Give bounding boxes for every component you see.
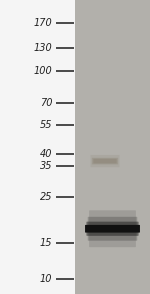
- Text: 100: 100: [34, 66, 52, 76]
- Text: 70: 70: [40, 98, 52, 108]
- Text: 40: 40: [40, 149, 52, 159]
- FancyBboxPatch shape: [88, 217, 137, 241]
- Text: 170: 170: [34, 18, 52, 28]
- Text: 25: 25: [40, 191, 52, 201]
- FancyBboxPatch shape: [92, 158, 118, 164]
- Bar: [75, 0, 150, 294]
- Text: 15: 15: [40, 238, 52, 248]
- Text: 55: 55: [40, 120, 52, 130]
- Text: 10: 10: [40, 274, 52, 284]
- Text: 35: 35: [40, 161, 52, 171]
- FancyBboxPatch shape: [90, 155, 120, 167]
- Text: 130: 130: [34, 43, 52, 53]
- FancyBboxPatch shape: [89, 210, 136, 247]
- FancyBboxPatch shape: [93, 159, 117, 163]
- FancyBboxPatch shape: [85, 225, 140, 233]
- FancyBboxPatch shape: [86, 222, 139, 236]
